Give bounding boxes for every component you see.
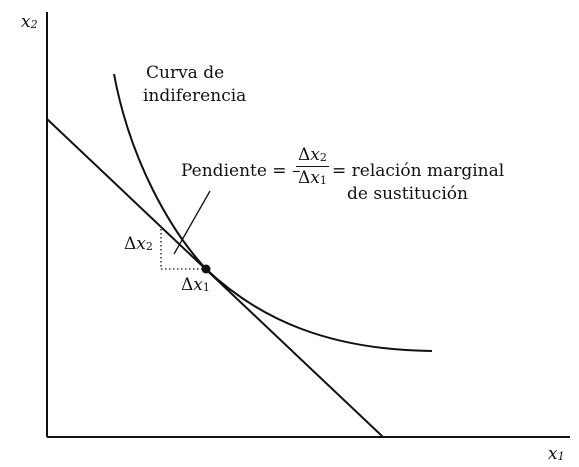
indifference-curve xyxy=(113,73,433,352)
x-axis-label-var: x xyxy=(548,444,558,464)
slope-den-sub: 1 xyxy=(319,174,327,187)
slope-fraction: Δx2 Δx1 xyxy=(296,147,329,187)
slope-fraction-numerator: Δx2 xyxy=(296,147,329,164)
fraction-bar xyxy=(296,166,329,167)
slope-den-var: x xyxy=(310,168,320,188)
dx2-sub: 2 xyxy=(145,240,153,253)
curve-label-line2: indiferencia xyxy=(143,86,247,106)
slope-label-prefix: Pendiente = – xyxy=(181,161,301,181)
dx2-var: x xyxy=(136,234,146,254)
slope-fraction-denominator: Δx1 xyxy=(296,170,329,187)
dx1-var: x xyxy=(193,275,203,295)
delta-x2-label: Δx2 xyxy=(124,236,153,253)
slope-num-sub: 2 xyxy=(319,151,327,164)
slope-den-delta: Δ xyxy=(298,168,311,188)
y-axis-label-sub: 2 xyxy=(30,18,38,31)
slope-num-delta: Δ xyxy=(298,145,311,165)
x-axis-label-sub: 1 xyxy=(557,450,565,463)
slope-num-var: x xyxy=(310,145,320,165)
dx2-delta: Δ xyxy=(124,234,137,254)
dx1-sub: 1 xyxy=(202,281,210,294)
y-axis-label: x2 xyxy=(21,14,38,31)
slope-pointer-line xyxy=(173,190,211,255)
dx1-delta: Δ xyxy=(181,275,194,295)
delta-x1-label: Δx1 xyxy=(181,277,210,294)
x-axis-label: x1 xyxy=(548,446,565,463)
slope-label-suffix-line1: = relación marginal xyxy=(332,161,505,181)
slope-label-suffix-line2: de sustitución xyxy=(347,184,468,204)
y-axis-label-var: x xyxy=(21,12,31,32)
tangency-point xyxy=(201,264,211,274)
curve-label-line1: Curva de xyxy=(146,63,225,83)
